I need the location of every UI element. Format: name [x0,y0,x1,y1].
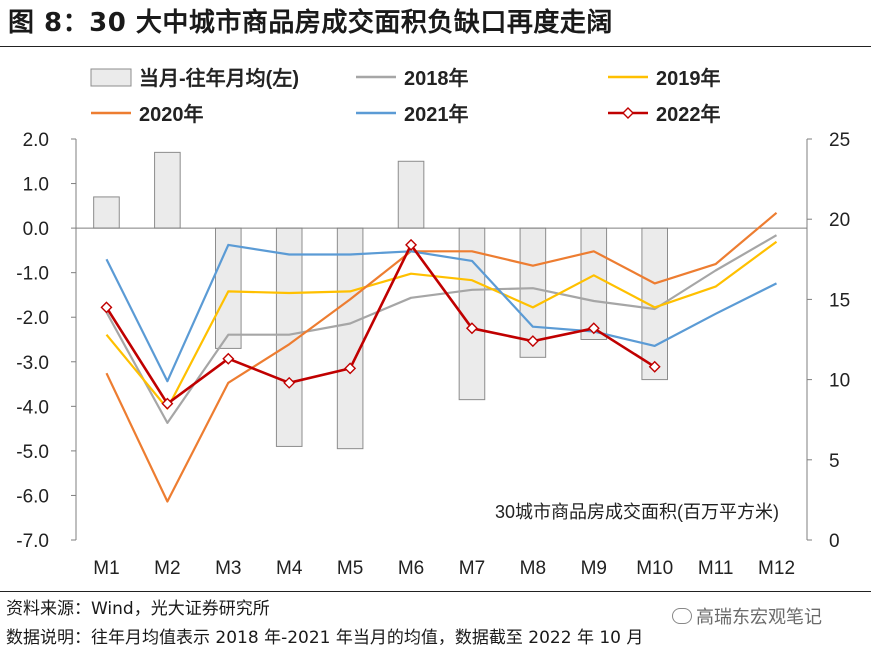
legend-label-bars: 当月-往年月均(左) [139,66,299,90]
right-tick-label: 10 [829,371,850,392]
bar-gap-M5 [336,227,364,450]
category-label: M12 [758,558,795,579]
left-tick-label: 2.0 [23,130,49,151]
left-tick-label: -5.0 [16,442,49,463]
legend-swatch-bars [90,68,132,87]
left-tick-label: 1.0 [23,175,49,196]
category-label: M10 [636,558,673,579]
category-label: M5 [337,558,363,579]
category-label: M11 [698,558,734,579]
right-tick-label: 20 [829,210,850,231]
series-line-2022年 [105,243,656,406]
marker-2022年-M9 [587,322,600,335]
category-label: M9 [581,558,607,579]
chart-annotation: 30城市商品房成交面积(百万平方米) [495,502,779,522]
left-tick-label: 0.0 [23,219,49,240]
left-tick-label: -4.0 [16,397,49,418]
right-tick-label: 15 [829,290,850,311]
category-label: M3 [215,558,241,579]
marker-2022年-M7 [465,322,478,335]
marker-2022年-M2 [161,397,174,410]
legend-label-2020年: 2020年 [139,102,204,126]
legend-label-2019年: 2019年 [656,66,721,90]
left-tick-label: -6.0 [16,486,49,507]
category-label: M1 [93,558,119,579]
left-tick-label: -1.0 [16,264,49,285]
bar-gap-M9 [580,227,608,340]
left-tick-label: -3.0 [16,353,49,374]
watermark: 高瑞东宏观笔记 [672,603,822,629]
right-tick-label: 25 [829,130,850,151]
left-tick-label: -7.0 [16,531,49,552]
bar-gap-M1 [93,196,120,229]
series-line-2019年 [105,240,778,410]
marker-2022年-M4 [283,376,296,389]
legend-label-2021年: 2021年 [404,102,469,126]
left-tick-label: -2.0 [16,308,49,329]
category-label: M2 [154,558,180,579]
bar-gap-M7 [458,227,486,401]
chart-title: 图 8：30 大中城市商品房成交面积负缺口再度走阔 [8,8,613,38]
bar-gap-M6 [397,160,425,229]
category-label: M7 [459,558,485,579]
category-label: M4 [276,558,303,579]
series-line-2018年 [105,234,778,424]
title-divider [0,46,871,47]
bar-gap-M3 [214,227,242,349]
right-tick-label: 0 [829,531,840,552]
data-note: 数据说明：往年月均值表示 2018 年-2021 年当月的均值，数据截至 202… [6,628,644,648]
bar-gap-M2 [154,151,181,229]
watermark-text: 高瑞东宏观笔记 [696,607,822,628]
series-line-2021年 [105,243,777,383]
source-note: 资料来源：Wind，光大证券研究所 [6,599,270,619]
right-tick-label: 5 [829,451,840,472]
legend-label-2022年: 2022年 [656,102,721,126]
category-label: M6 [398,558,424,579]
category-label: M8 [520,558,546,579]
chart-canvas: 2.0 1.0 0.0 -1.0 -2.0 -3.0 -4.0 -5.0 -6.0 -7.0 25 2… [16,66,850,579]
marker-2022年-M3 [222,352,235,365]
marker-2022年-M1 [100,301,113,314]
marker-2022年-M6 [405,238,418,251]
marker-2022年-M5 [344,362,357,375]
series-line-2020年 [105,211,778,503]
legend-label-2018年: 2018年 [404,66,469,90]
legend-marker-2022年 [622,107,634,119]
footer-divider [0,591,871,592]
marker-2022年-M10 [648,360,661,373]
wechat-icon [672,608,692,624]
marker-2022年-M8 [526,335,539,348]
